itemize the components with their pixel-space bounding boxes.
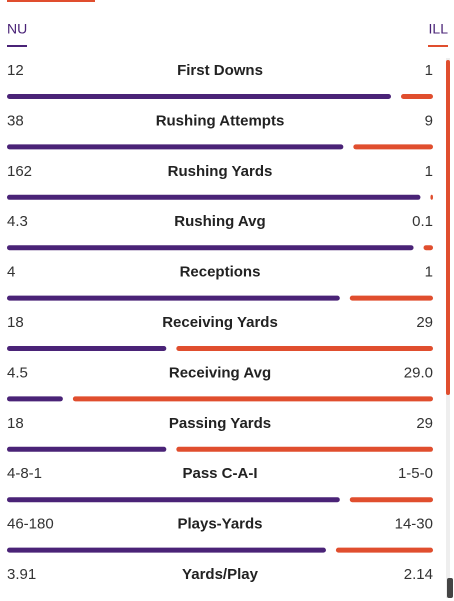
- right-bar: [401, 94, 433, 99]
- stat-right: 9: [425, 112, 433, 129]
- right-bar: [349, 497, 433, 503]
- stat-left: 12: [7, 62, 24, 79]
- scroll-handle[interactable]: [447, 578, 453, 598]
- tab-indicator: [7, 0, 95, 2]
- stat-right: 1-5-0: [398, 465, 433, 482]
- left-bar: [7, 194, 421, 200]
- stat-left: 18: [7, 314, 24, 331]
- stat-left: 38: [7, 112, 24, 129]
- stat-left: 3.91: [7, 566, 36, 583]
- stat-left: 4-8-1: [7, 465, 42, 482]
- stat-right: 1: [425, 163, 433, 180]
- right-bar: [72, 396, 433, 402]
- right-bar: [176, 446, 433, 452]
- stat-right: 29.0: [404, 364, 433, 381]
- left-bar: [7, 245, 414, 251]
- stat-label: Pass C-A-I: [182, 465, 257, 482]
- right-bar: [349, 295, 433, 301]
- stat-right: 1: [425, 264, 433, 281]
- stat-label: Yards/Play: [182, 566, 259, 583]
- stat-label: Receiving Avg: [169, 364, 271, 381]
- stat-right: 0.1: [412, 213, 433, 230]
- stat-right: 29: [416, 314, 433, 331]
- right-bar: [176, 346, 433, 351]
- stat-left: 46-180: [7, 516, 54, 533]
- left-bar: [7, 346, 167, 351]
- left-bar: [7, 446, 167, 452]
- stat-label: Receiving Yards: [162, 314, 278, 331]
- left-bar: [7, 295, 340, 301]
- stat-left: 4.5: [7, 364, 28, 381]
- stat-left: 4: [7, 264, 15, 281]
- left-bar: [7, 547, 326, 553]
- stat-label: Plays-Yards: [177, 516, 262, 533]
- stat-right: 29: [416, 415, 433, 432]
- stat-right: 1: [425, 62, 433, 79]
- left-bar: [7, 144, 344, 150]
- scroll-thumb[interactable]: [446, 60, 450, 395]
- stat-right: 14-30: [395, 516, 433, 533]
- right-team-underline: [428, 45, 448, 47]
- left-team-underline: [7, 45, 27, 47]
- left-team: NU: [7, 21, 27, 37]
- right-team: ILL: [429, 21, 449, 37]
- right-bar: [430, 194, 433, 200]
- right-bar: [423, 245, 433, 251]
- stat-label: First Downs: [177, 62, 263, 79]
- stat-left: 162: [7, 163, 32, 180]
- stat-left: 4.3: [7, 213, 28, 230]
- stat-label: Rushing Avg: [174, 213, 265, 230]
- left-bar: [7, 497, 340, 503]
- stat-label: Rushing Attempts: [156, 112, 285, 129]
- left-bar: [7, 396, 63, 402]
- right-bar: [335, 547, 433, 553]
- stat-label: Rushing Yards: [168, 163, 273, 180]
- stat-right: 2.14: [404, 566, 433, 583]
- left-bar: [7, 94, 391, 99]
- stat-left: 18: [7, 415, 24, 432]
- right-bar: [353, 144, 433, 150]
- stat-label: Receptions: [180, 264, 261, 281]
- stat-label: Passing Yards: [169, 415, 271, 432]
